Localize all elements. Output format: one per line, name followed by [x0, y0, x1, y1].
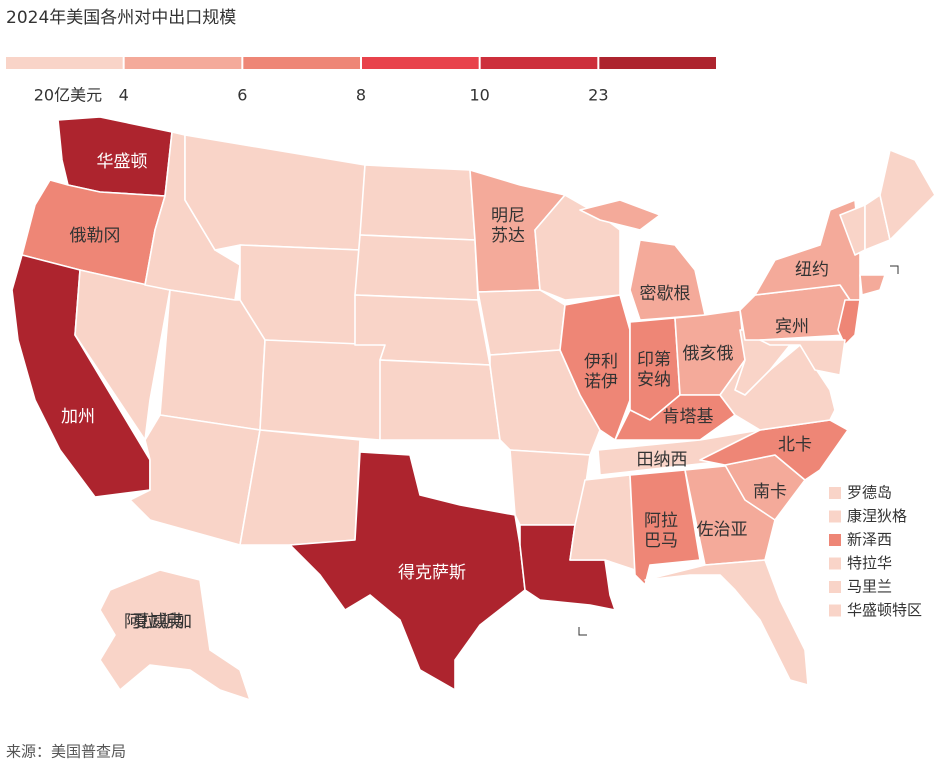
legend-swatch [362, 57, 479, 69]
state [129, 414, 261, 546]
state-label: 阿拉巴马 [644, 511, 678, 551]
legend-swatch [243, 57, 360, 69]
label-line: 阿拉 [644, 511, 678, 531]
state-label: 佐治亚 [697, 520, 748, 540]
leader-line [578, 627, 587, 636]
title: 2024年美国各州对中出口规模 [6, 8, 236, 28]
label-line: 诺伊 [584, 372, 618, 392]
label-line: 苏达 [491, 226, 525, 246]
state-label: 路易斯安那 [594, 616, 679, 636]
state [354, 234, 479, 301]
state [477, 289, 566, 356]
state-label: 纽约 [795, 260, 829, 280]
state-label: 俄亥俄 [683, 344, 734, 364]
state-label: 加州 [61, 407, 95, 427]
state-label: 肯塔基 [663, 407, 714, 427]
state [859, 274, 886, 296]
state [259, 339, 386, 441]
legend-swatch [6, 57, 123, 69]
state [239, 429, 361, 546]
state [879, 149, 936, 241]
state [379, 359, 501, 441]
state-label: 田纳西 [637, 450, 688, 470]
state [289, 451, 526, 691]
state [629, 239, 706, 321]
state [534, 194, 621, 301]
state-label: 伊利诺伊 [584, 352, 618, 392]
state-label: 阿拉斯加 [124, 612, 192, 632]
label-line: 明尼 [491, 206, 525, 226]
state-label: 明尼苏达 [491, 206, 525, 246]
legend-label: 8 [356, 86, 366, 105]
legend-label: 20亿美元 [34, 86, 102, 105]
small-state-swatch [829, 487, 841, 499]
state [644, 559, 809, 686]
label-line: 安纳 [637, 370, 671, 390]
state [759, 339, 846, 376]
state-label: 密歇根 [640, 284, 691, 304]
state-label: 南卡 [753, 482, 787, 502]
state [359, 164, 476, 241]
state-label: 俄勒冈 [70, 226, 121, 246]
state-label: 夏威夷 [133, 612, 184, 632]
legend-swatch [599, 57, 716, 69]
state-label: 北卡 [778, 435, 812, 455]
legend-label: 6 [237, 86, 247, 105]
small-state-swatch [829, 557, 841, 570]
source: 来源：美国普查局 [6, 743, 126, 761]
small-state-swatch [829, 510, 841, 523]
small-state-label: 特拉华 [847, 554, 892, 572]
label-line: 巴马 [644, 531, 678, 551]
small-state-label: 马里兰 [847, 578, 892, 596]
state [579, 199, 661, 231]
state [184, 134, 366, 251]
legend-swatch [124, 57, 242, 69]
label-line: 印第 [637, 350, 671, 370]
small-state-label: 康涅狄格 [847, 507, 907, 525]
small-state-swatch [829, 604, 841, 617]
small-state-label: 新泽西 [847, 531, 892, 549]
state [837, 299, 861, 346]
state-label: 宾州 [775, 317, 809, 337]
label-line: 伊利 [584, 352, 618, 372]
legend-swatch [480, 57, 598, 69]
small-state-label: 罗德岛 [847, 484, 892, 502]
state-label: 华盛顿 [97, 152, 148, 172]
small-state-swatch [829, 581, 841, 593]
leader-line [890, 265, 899, 274]
small-state-label: 华盛顿特区 [847, 601, 922, 619]
state-label: 得克萨斯 [398, 563, 466, 583]
legend-label: 4 [119, 86, 129, 105]
state [614, 394, 736, 441]
state-label: 印第安纳 [637, 350, 671, 390]
legend-label: 23 [588, 86, 608, 105]
legend-label: 10 [469, 86, 489, 105]
state [99, 569, 251, 701]
small-state-swatch [829, 534, 841, 546]
